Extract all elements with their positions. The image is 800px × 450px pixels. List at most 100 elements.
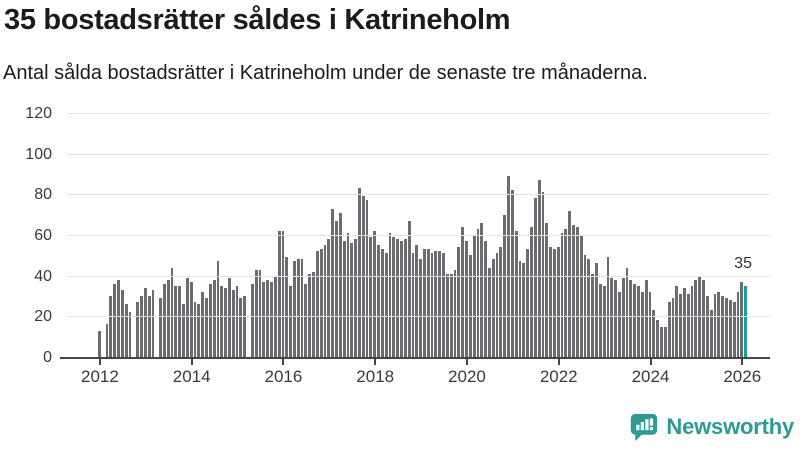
bar <box>430 253 434 357</box>
bar <box>575 226 579 357</box>
bar <box>166 279 170 357</box>
bar <box>541 192 545 357</box>
bar <box>182 304 185 357</box>
bar <box>583 255 587 357</box>
newsworthy-logo: Newsworthy <box>628 412 794 442</box>
bar <box>728 300 732 357</box>
bar <box>476 228 480 357</box>
bar <box>231 289 235 357</box>
bar <box>621 277 625 357</box>
bar <box>686 293 690 357</box>
x-axis-tick <box>190 359 193 365</box>
bar <box>358 188 361 357</box>
bar <box>461 226 465 357</box>
bar <box>403 239 407 357</box>
bar <box>442 253 445 357</box>
bar <box>411 253 415 357</box>
bar <box>480 222 484 357</box>
bar <box>346 232 350 357</box>
bar <box>120 289 124 357</box>
bar <box>591 273 595 357</box>
bar <box>319 249 323 357</box>
x-axis-tick <box>557 359 560 365</box>
bar <box>197 304 201 357</box>
bar <box>140 296 143 357</box>
bar <box>147 296 151 357</box>
highlight-value-label: 35 <box>734 254 752 272</box>
bar <box>640 291 644 357</box>
bar <box>124 304 128 357</box>
y-tick-label: 20 <box>34 308 52 326</box>
bar <box>315 251 319 357</box>
bar <box>671 298 675 357</box>
bar <box>449 273 453 357</box>
bar <box>143 287 147 357</box>
bar <box>663 326 667 357</box>
bar <box>350 243 354 357</box>
page-title: 35 bostadsrätter såldes i Katrineholm <box>4 4 511 36</box>
bar <box>679 293 682 357</box>
bar <box>709 310 713 357</box>
bar <box>208 283 212 357</box>
bar <box>717 291 721 357</box>
bar <box>507 176 510 357</box>
bar <box>667 302 671 357</box>
bar <box>618 291 621 357</box>
x-tick-label: 2026 <box>723 367 762 386</box>
bar <box>522 263 526 357</box>
bar <box>606 257 610 357</box>
bar <box>713 293 717 357</box>
gridline-y-80 <box>68 194 770 196</box>
bar <box>533 198 537 357</box>
bar <box>426 249 430 357</box>
bar <box>660 326 663 357</box>
bar <box>675 285 679 357</box>
bar <box>648 291 652 357</box>
chart-subtitle: Antal sålda bostadsrätter i Katrineholm … <box>3 62 648 84</box>
x-tick-label: 2024 <box>631 367 670 386</box>
bar <box>549 247 552 357</box>
bar <box>614 279 617 357</box>
bar <box>216 261 220 357</box>
bar <box>683 287 686 357</box>
bar <box>545 222 549 357</box>
bar <box>109 296 113 357</box>
bar <box>377 245 380 357</box>
bar <box>163 283 166 357</box>
gridline-y-60 <box>68 235 770 236</box>
bar <box>296 259 300 357</box>
bar <box>514 230 518 357</box>
bar <box>323 245 327 357</box>
bar <box>189 281 193 357</box>
bar <box>407 220 411 357</box>
bar <box>434 251 438 357</box>
x-axis-line <box>60 357 770 359</box>
y-tick-label: 80 <box>34 186 52 204</box>
x-axis-tick <box>465 359 468 365</box>
y-tick-label: 40 <box>34 267 52 285</box>
bar <box>633 283 637 357</box>
bar <box>560 232 564 357</box>
bar <box>625 267 629 357</box>
bar <box>491 259 495 357</box>
bar <box>587 259 591 357</box>
bar <box>445 273 449 357</box>
bar <box>526 249 530 357</box>
bar <box>159 298 162 357</box>
bar <box>472 235 476 357</box>
bar <box>629 279 633 357</box>
bar <box>289 285 292 357</box>
bar <box>136 302 140 357</box>
bar <box>262 281 266 357</box>
y-tick-label: 0 <box>43 349 52 366</box>
bar <box>530 226 533 357</box>
bar <box>518 261 522 357</box>
bar <box>185 277 189 357</box>
bar <box>335 220 338 357</box>
bar <box>254 269 258 357</box>
bar <box>354 239 357 357</box>
x-axis-tick <box>649 359 652 365</box>
y-tick-label: 120 <box>25 105 52 122</box>
bar <box>220 285 224 357</box>
bar <box>702 279 705 357</box>
